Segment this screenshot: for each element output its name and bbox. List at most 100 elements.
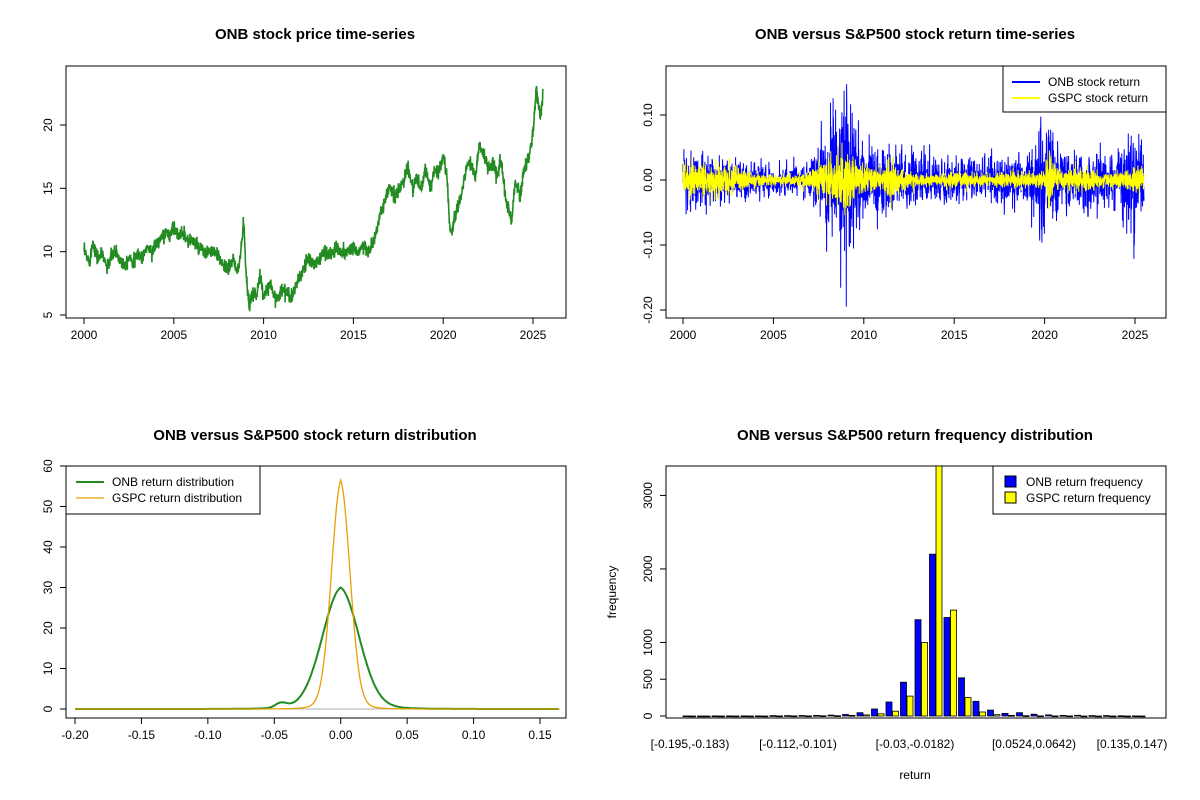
legend-box <box>992 465 1167 515</box>
onb-frequency-bar <box>972 700 980 717</box>
x-tick-label: 2000 <box>670 328 697 342</box>
gspc-frequency-bar <box>1008 715 1015 717</box>
gspc-frequency-bar <box>1138 715 1146 718</box>
y-tick-label: 500 <box>641 669 655 689</box>
gspc-frequency-bar <box>747 715 754 718</box>
legend: ONB stock return GSPC stock return <box>1002 65 1167 113</box>
onb-frequency-bar <box>987 709 994 717</box>
x-tick-label: 0.15 <box>528 728 552 742</box>
y-tick-label: 50 <box>41 500 55 514</box>
gspc-frequency-bar <box>1051 715 1059 718</box>
chart-title: ONB versus S&P500 return frequency distr… <box>737 427 1093 444</box>
onb-frequency-bar <box>682 715 690 718</box>
x-tick-label: 0.05 <box>395 728 419 742</box>
gspc-frequency-bar <box>1109 715 1117 718</box>
y-tick-label: 15 <box>41 181 55 195</box>
x-tick-label: 0.10 <box>462 728 486 742</box>
onb-frequency-bar <box>871 708 878 717</box>
gspc-frequency-bar <box>921 642 928 717</box>
onb-frequency-bar <box>856 712 864 717</box>
y-tick-label: 10 <box>41 662 55 676</box>
legend-swatch-gspc <box>1004 491 1017 504</box>
gspc-frequency-bar <box>979 711 986 717</box>
x-tick-label: [-0.03,-0.0182) <box>876 737 955 751</box>
x-tick-label: 2015 <box>941 328 968 342</box>
chart-title: ONB stock price time-series <box>215 26 415 43</box>
price-line <box>83 85 544 312</box>
gspc-frequency-bar <box>993 714 1001 717</box>
x-tick-label: 2020 <box>1031 328 1058 342</box>
onb-frequency-bar <box>1074 714 1081 717</box>
gspc-frequency-bar <box>1095 715 1102 718</box>
x-tick-label: 0.00 <box>329 728 353 742</box>
x-tick-label: 2005 <box>760 328 787 342</box>
gspc-density-line <box>75 477 559 710</box>
onb-frequency-bar <box>827 714 835 717</box>
y-tick-label: 1000 <box>641 629 655 656</box>
x-tick-label: -0.15 <box>128 728 156 742</box>
gspc-frequency-bar <box>877 713 885 717</box>
gspc-frequency-bar <box>1080 715 1088 718</box>
y-tick-label: 0.10 <box>641 103 655 127</box>
onb-frequency-bar <box>755 715 762 718</box>
panel-price-time-series: ONB stock price time-series 2000 2005 2010… <box>41 26 567 342</box>
onb-frequency-bar <box>943 617 951 717</box>
onb-frequency-bar <box>798 715 806 717</box>
y-tick-label: 10 <box>41 245 55 259</box>
x-tick-label: [0.0524,0.0642) <box>992 737 1076 751</box>
onb-frequency-bar <box>1001 713 1009 717</box>
onb-frequency-bar <box>740 715 748 718</box>
onb-frequency-bar <box>1030 713 1038 717</box>
y-tick-label: 20 <box>41 118 55 132</box>
y-tick-label: -0.20 <box>641 296 655 324</box>
gspc-frequency-bar <box>848 715 856 717</box>
gspc-frequency-bar <box>1066 715 1073 718</box>
gspc-frequency-bar <box>761 715 769 718</box>
onb-frequency-bar <box>769 715 777 717</box>
x-tick-label: [-0.112,-0.101) <box>759 737 837 751</box>
gspc-frequency-bar <box>892 710 899 717</box>
gspc-frequency-bar <box>776 715 783 718</box>
onb-frequency-bar <box>914 619 922 717</box>
x-tick-label: 2025 <box>520 328 547 342</box>
onb-frequency-bar <box>842 714 849 717</box>
legend: ONB return distribution GSPC return distr… <box>65 465 261 515</box>
legend-box <box>65 465 261 515</box>
legend-swatch-onb <box>1004 475 1017 488</box>
y-tick-label: 2000 <box>641 555 655 582</box>
y-tick-label: 30 <box>41 581 55 595</box>
gspc-frequency-bar <box>1037 715 1044 718</box>
gspc-frequency-bar <box>732 715 740 718</box>
gspc-frequency-bar <box>906 695 914 717</box>
onb-frequency-bar <box>1088 715 1096 717</box>
gspc-frequency-bar <box>950 609 957 717</box>
legend-label-gspc: GSPC stock return <box>1048 91 1148 105</box>
legend-label-gspc: GSPC return distribution <box>112 491 242 505</box>
onb-frequency-bar <box>1016 712 1023 717</box>
x-tick-label: 2020 <box>430 328 457 342</box>
gspc-frequency-bar <box>1022 715 1030 717</box>
y-tick-label: 20 <box>41 621 55 635</box>
onb-frequency-bar <box>929 553 936 717</box>
gspc-frequency-bar <box>964 697 972 717</box>
gspc-frequency-bar <box>935 465 943 717</box>
x-tick-label: -0.10 <box>194 728 222 742</box>
x-tick-label: -0.20 <box>61 728 89 742</box>
gspc-return-line <box>682 142 1145 216</box>
legend-label-gspc: GSPC return frequency <box>1026 491 1151 505</box>
y-tick-label: -0.10 <box>641 231 655 259</box>
legend-label-onb: ONB return frequency <box>1026 475 1143 489</box>
onb-frequency-bar <box>726 715 733 718</box>
y-tick-label: 0 <box>641 712 655 719</box>
legend-label-onb: ONB stock return <box>1048 75 1140 89</box>
onb-frequency-bar <box>813 715 820 717</box>
onb-frequency-bar <box>900 681 907 717</box>
chart-title: ONB versus S&P500 stock return time-seri… <box>755 26 1075 43</box>
x-tick-label: 2005 <box>160 328 187 342</box>
chart-title: ONB versus S&P500 stock return distribut… <box>153 427 476 444</box>
panel-return-time-series: ONB versus S&P500 stock return time-seri… <box>641 26 1167 342</box>
y-axis-label: frequency <box>605 566 619 619</box>
x-tick-label: 2000 <box>71 328 98 342</box>
onb-frequency-bar <box>697 715 704 718</box>
